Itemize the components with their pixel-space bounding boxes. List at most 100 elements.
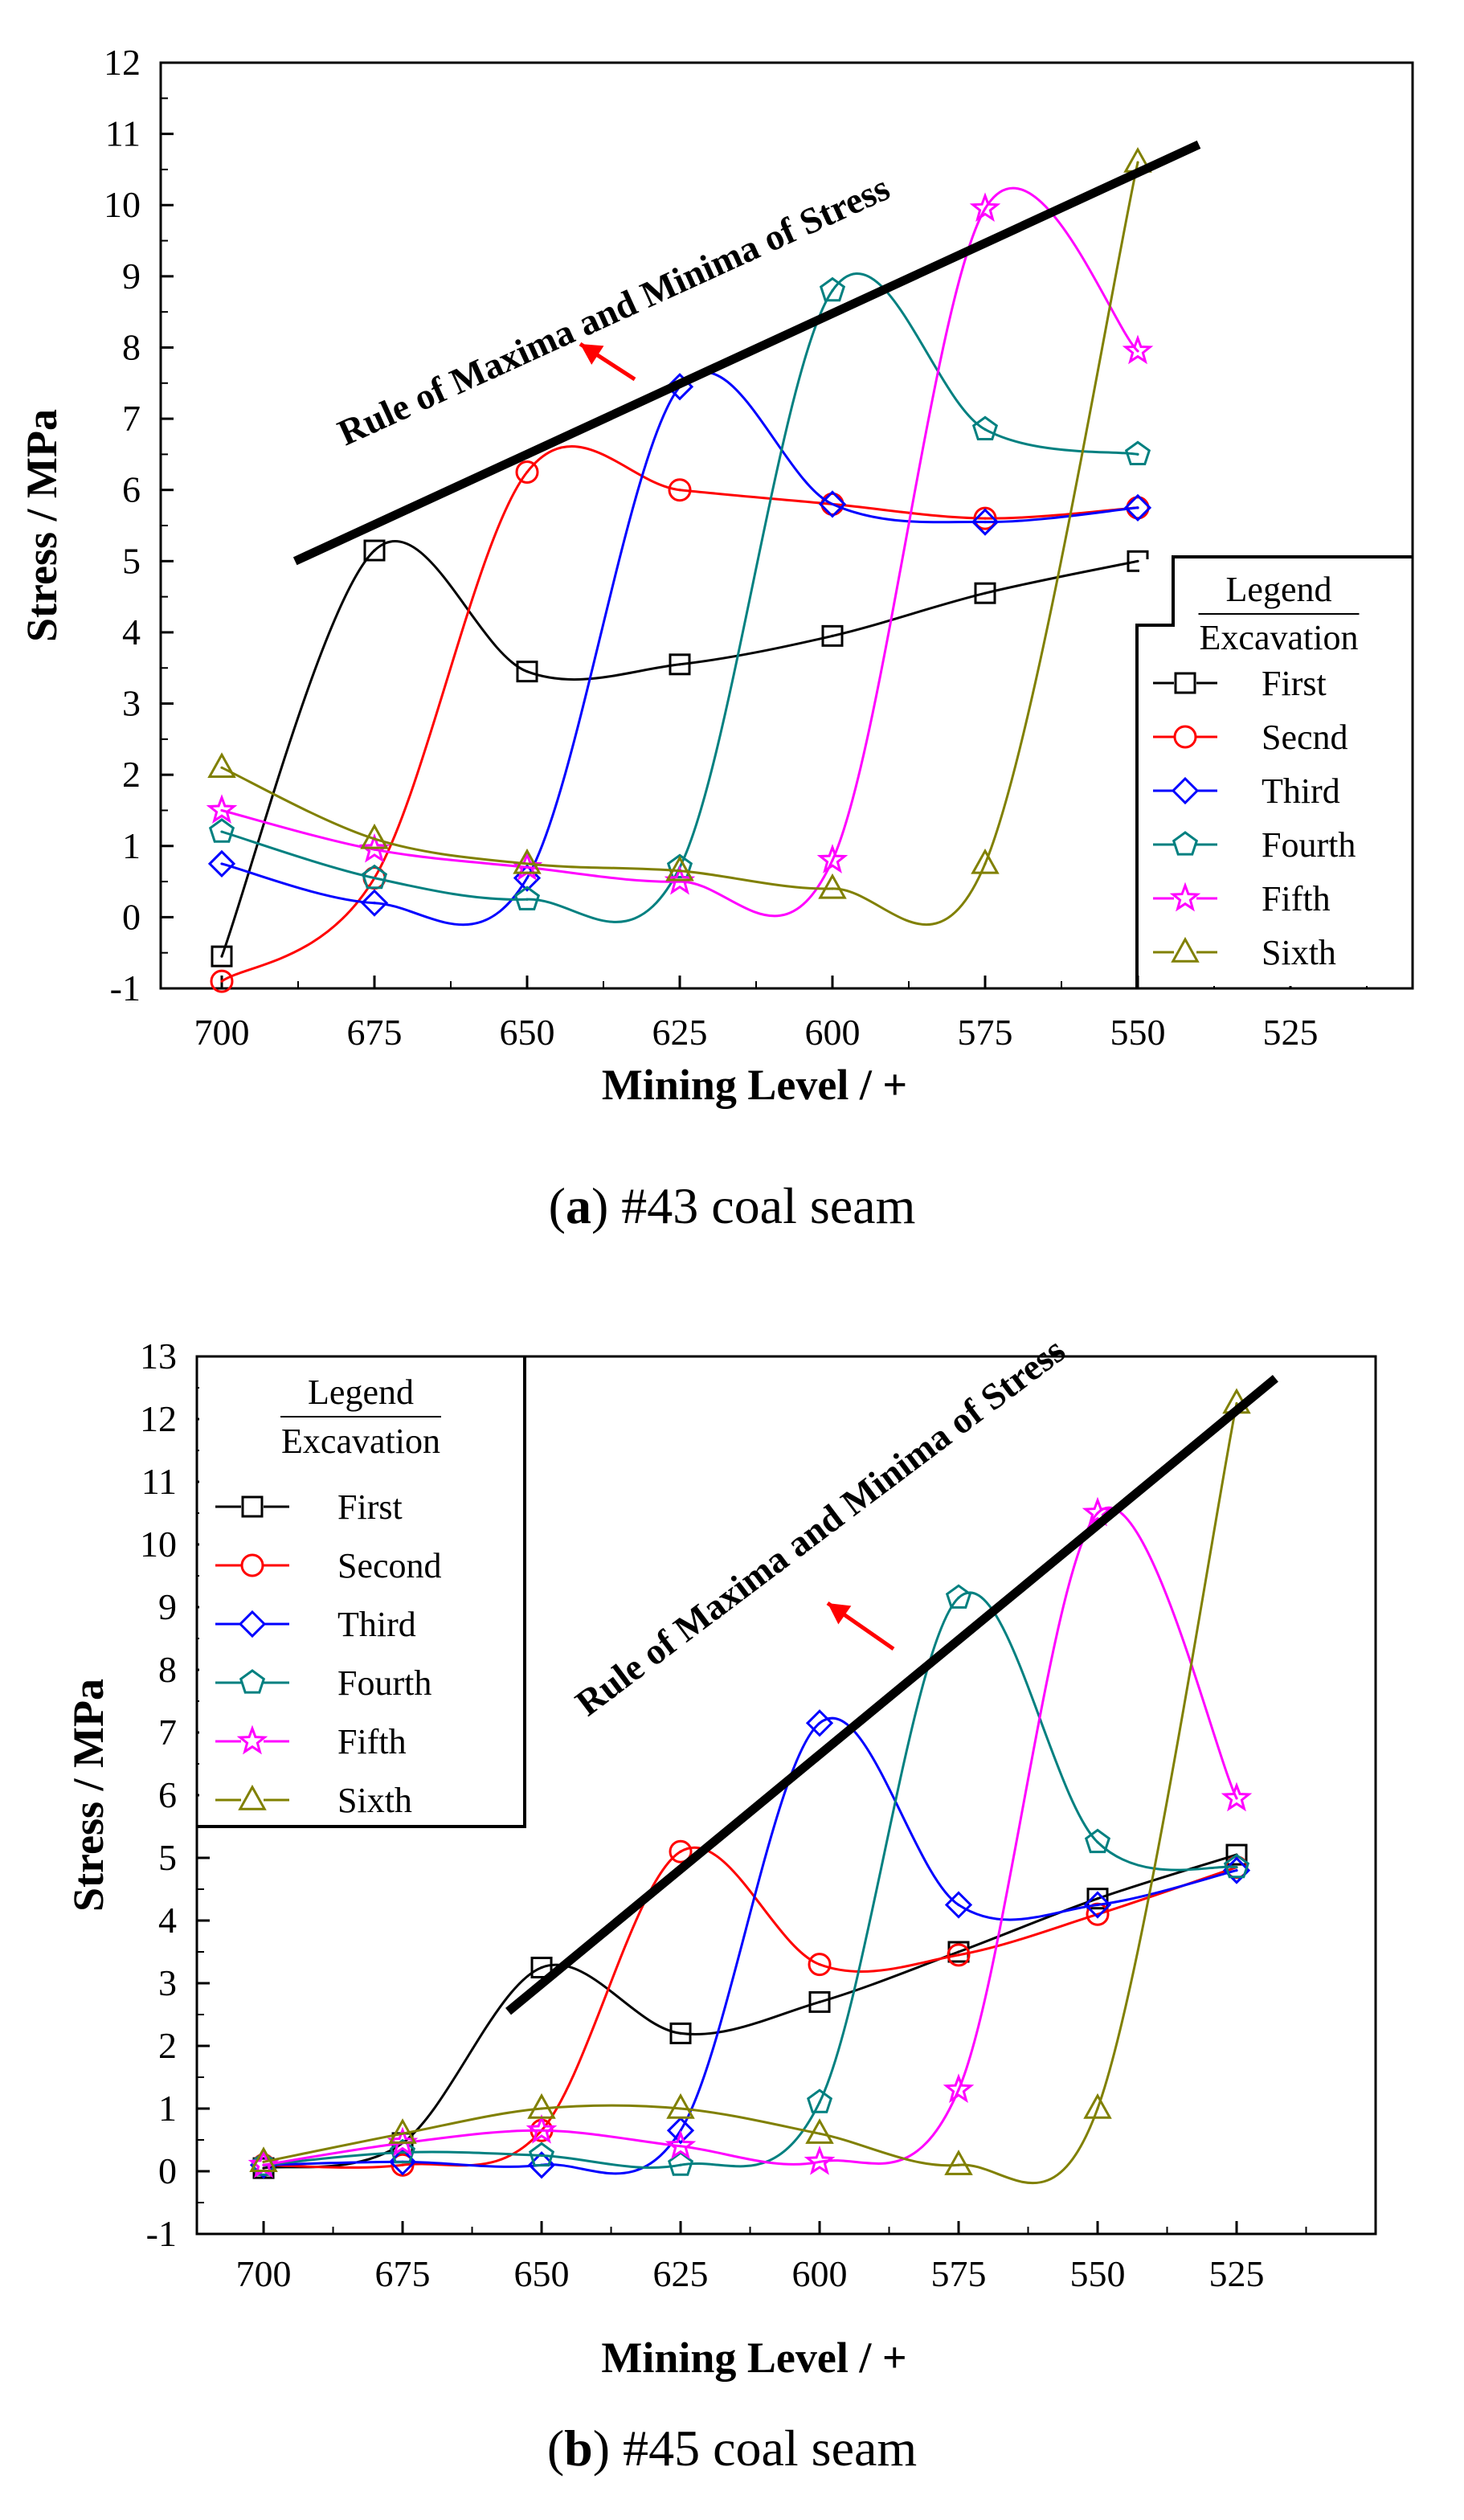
data-point-center — [220, 862, 223, 865]
data-point-center — [679, 2031, 682, 2035]
y-tick-label: 0 — [158, 2150, 177, 2191]
x-axis: 700 675 650 625 600 575 550 525 — [236, 2221, 1307, 2294]
data-point-center — [262, 2163, 265, 2166]
data-point-third — [971, 508, 1000, 536]
legend-entry-second: Second — [215, 1546, 442, 1585]
data-point-sixth — [1083, 2092, 1112, 2119]
data-point-fifth — [804, 2146, 836, 2175]
y-tick-label: 8 — [122, 326, 141, 367]
legend-label: First — [337, 1487, 403, 1527]
data-point-center — [1235, 1401, 1238, 1405]
data-point-center — [818, 2160, 821, 2163]
data-point-third — [360, 889, 389, 917]
data-point-center — [1235, 1869, 1238, 1872]
y-tick-label: 3 — [122, 683, 141, 724]
x-tick-label: 650 — [500, 1012, 555, 1053]
data-point-fourth — [361, 864, 388, 890]
legend: Legend Excavation First Secnd Third Fourth Fif… — [1135, 555, 1413, 988]
y-axis-label: Stress / MPa — [64, 1679, 112, 1912]
data-point-fifth — [206, 794, 238, 824]
series-line-sixth — [263, 1403, 1238, 2185]
data-point-center — [831, 288, 834, 292]
legend-marker-fifth — [1169, 882, 1201, 912]
data-point-center — [957, 1953, 960, 1957]
y-tick-label: 12 — [140, 1398, 177, 1439]
series-second — [210, 445, 1150, 993]
legend-entry-first: First — [215, 1487, 403, 1527]
legend-label: Fourth — [1262, 825, 1356, 865]
data-point-center — [262, 2160, 265, 2163]
data-point-center — [1096, 1903, 1099, 1907]
data-point-third — [207, 849, 236, 878]
legend-marker-bg — [241, 1613, 264, 1635]
x-tick-label: 550 — [1070, 2253, 1126, 2294]
legend-entry-third: Third — [1153, 771, 1340, 811]
data-point-sixth — [388, 2118, 417, 2144]
legend-marker-sixth — [1171, 936, 1200, 963]
x-tick-label: 575 — [931, 2253, 987, 2294]
legend-marker-sixth — [238, 1784, 267, 1810]
data-point-center — [525, 670, 529, 673]
legend-label: First — [1262, 664, 1327, 703]
legend-entry-third: Third — [215, 1605, 416, 1644]
y-tick-label: 1 — [122, 825, 141, 866]
data-point-center — [373, 549, 376, 552]
x-tick-label: 525 — [1209, 2253, 1265, 2294]
series-fourth — [251, 1584, 1250, 2176]
data-point-second — [808, 1953, 832, 1977]
data-point-second — [947, 1943, 971, 1967]
y-tick-label: 11 — [141, 1461, 177, 1502]
data-point-second — [973, 506, 997, 530]
data-point-center — [957, 1950, 960, 1953]
data-point-center — [679, 2107, 682, 2110]
figure-caption: (b) #45 coal seam — [547, 2420, 917, 2477]
data-point-second — [515, 460, 539, 485]
data-point-center — [540, 2129, 543, 2132]
data-point-fourth — [390, 2138, 416, 2164]
legend-entry-sixth: Sixth — [215, 1781, 412, 1820]
data-point-center — [1136, 161, 1139, 164]
y-tick-label: 5 — [158, 1837, 177, 1878]
y-tick-label: 4 — [158, 1900, 177, 1941]
data-point-fifth — [665, 2129, 697, 2160]
data-point-fifth — [1082, 1496, 1114, 1527]
data-point-center — [525, 862, 529, 865]
series-line-first — [263, 1853, 1237, 2170]
caption-text: ) #43 coal seam — [591, 1177, 915, 1234]
data-point-fourth — [819, 276, 846, 302]
x-tick-label: 700 — [194, 1012, 250, 1053]
x-tick-label: 550 — [1110, 1012, 1166, 1053]
y-tick-label: 7 — [158, 1712, 177, 1753]
legend-title: Legend — [1226, 570, 1332, 609]
data-point-sixth — [666, 2092, 695, 2119]
data-point-center — [1136, 452, 1139, 456]
data-point-center — [262, 2166, 265, 2170]
series-third — [207, 370, 1152, 927]
data-point-first — [974, 582, 996, 604]
series-line-fifth — [221, 186, 1139, 918]
data-point-sixth — [944, 2150, 973, 2175]
y-tick-label: 3 — [158, 1962, 177, 2003]
data-point-fourth — [208, 818, 235, 843]
data-point-center — [220, 766, 223, 769]
series-line-third — [263, 1716, 1237, 2175]
data-point-sixth — [818, 873, 847, 899]
data-point-center — [831, 858, 834, 862]
data-point-center — [957, 1903, 960, 1907]
legend-border — [197, 1356, 526, 1828]
data-point-third — [944, 1891, 973, 1919]
y-axis-label: Stress / MPa — [18, 409, 66, 642]
legend-border — [1135, 555, 1413, 988]
data-point-center — [679, 2163, 682, 2166]
data-point-center — [1096, 1897, 1099, 1900]
y-tick-label: 10 — [140, 1524, 177, 1565]
y-tick-label: 0 — [122, 896, 141, 937]
y-tick-label: -1 — [146, 2213, 177, 2254]
data-point-sixth — [527, 2092, 556, 2119]
data-point-center — [373, 877, 376, 880]
data-point-center — [540, 2107, 543, 2110]
